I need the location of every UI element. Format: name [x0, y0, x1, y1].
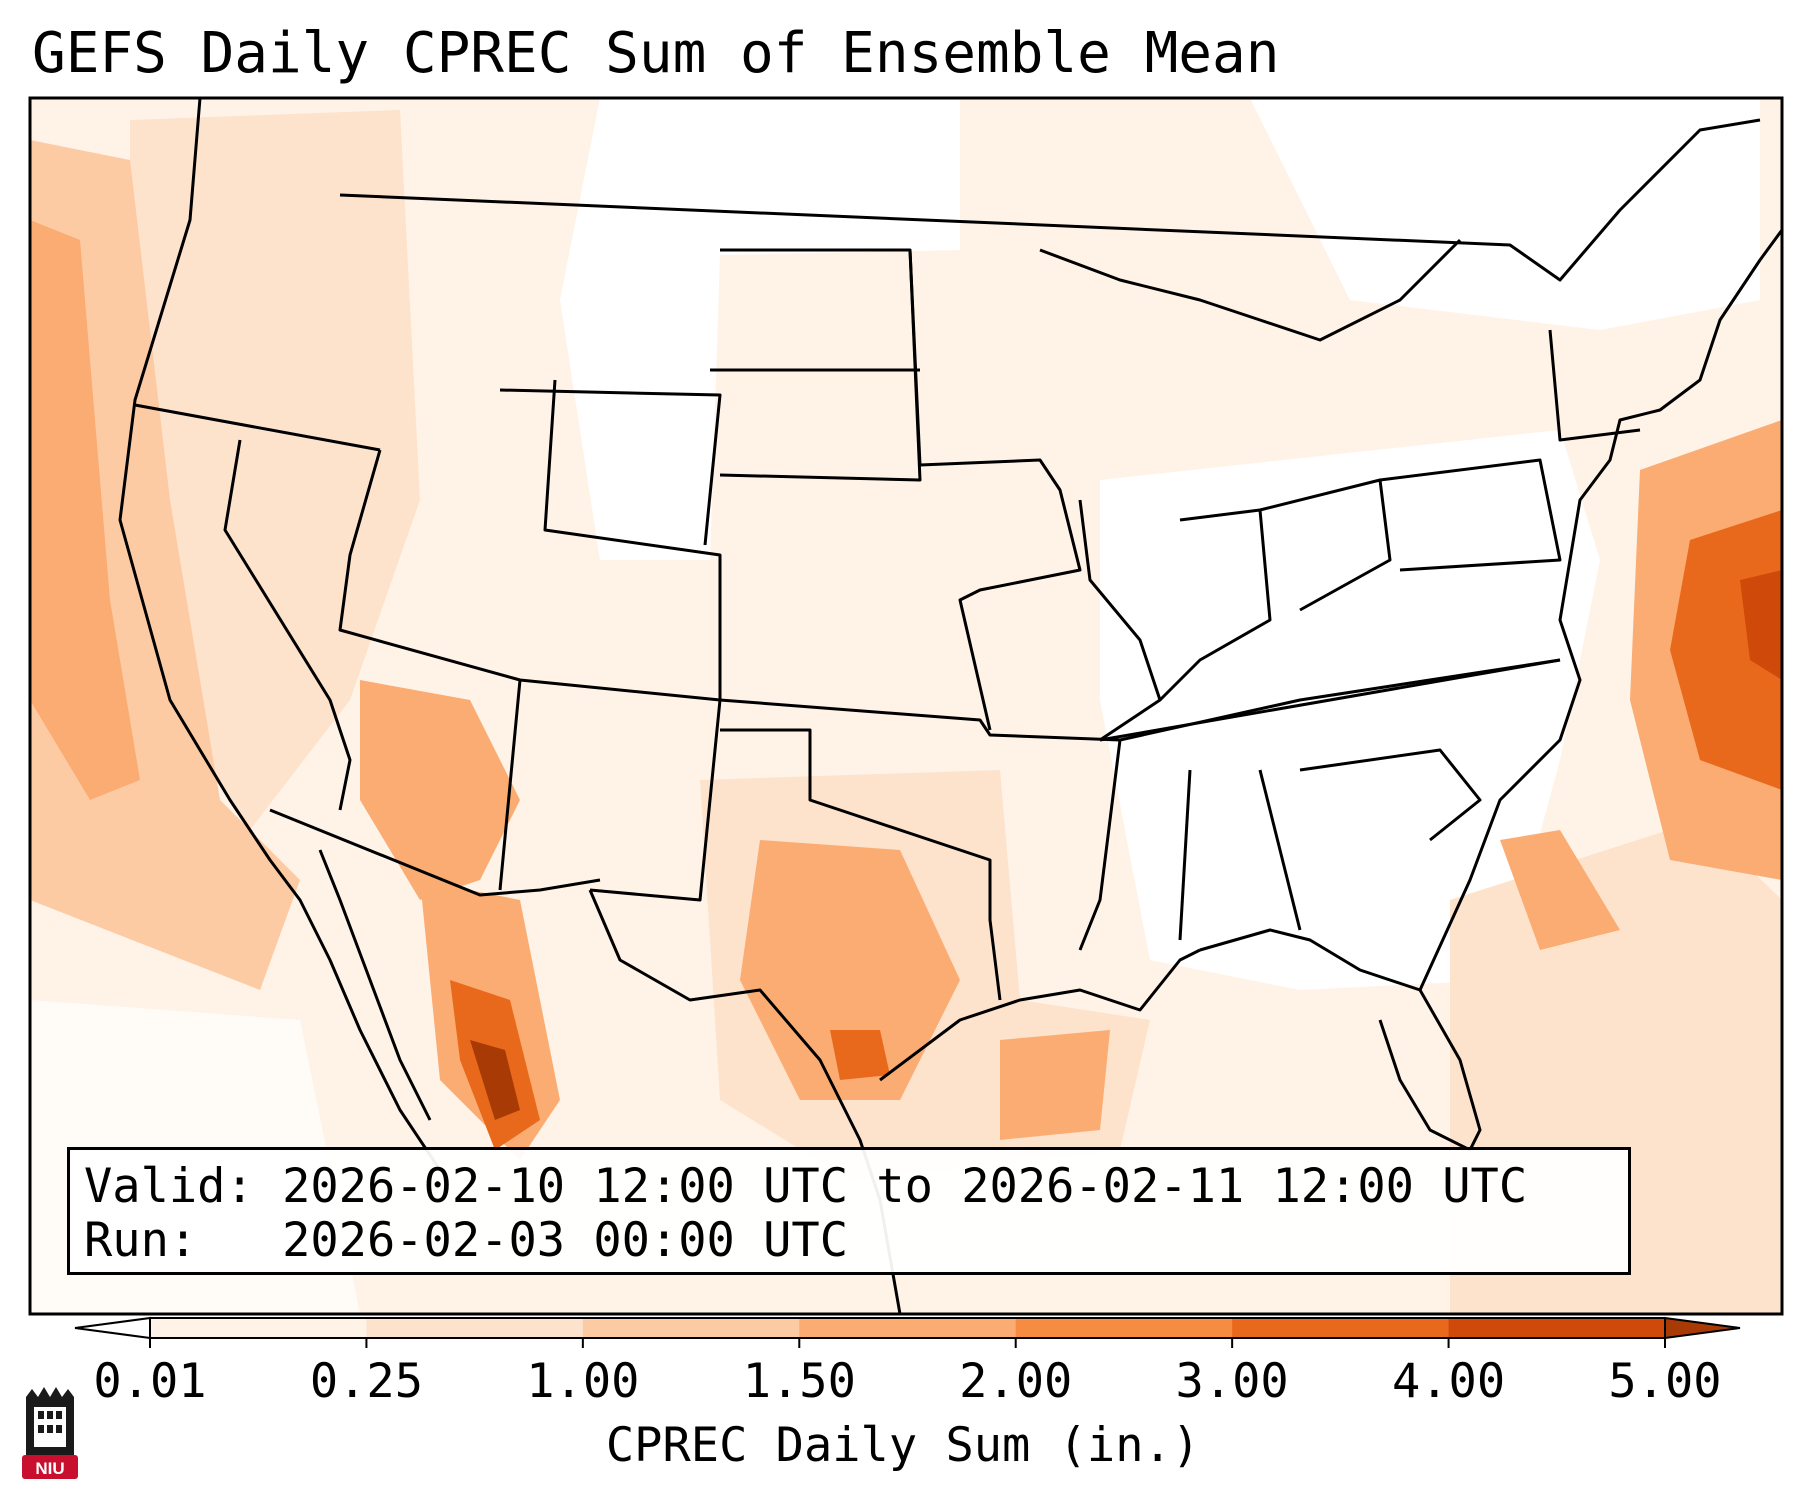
- valid-run-info-box: Valid: 2026-02-10 12:00 UTC to 2026-02-1…: [67, 1147, 1631, 1275]
- or-ca-border: [134, 403, 381, 452]
- colorbar-frame: [149, 1317, 1666, 1339]
- atlantic-coastline: [1418, 229, 1782, 991]
- logo-text: NIU: [35, 1459, 64, 1478]
- indiana-border: [1158, 508, 1272, 702]
- ca-nv-border: [223, 439, 352, 811]
- iowa-mo-borders: [908, 249, 1082, 731]
- tx-ok-borders: [720, 728, 1002, 1001]
- colorbar-tick-label: 4.00: [1391, 1354, 1506, 1409]
- colorbar-segment: [366, 1318, 584, 1338]
- pennsylvania-border: [1379, 458, 1562, 572]
- precip-texas-peak: [830, 1030, 890, 1080]
- precip-west-coast: [130, 110, 420, 830]
- colorbar-tick-label: 3.00: [1175, 1354, 1289, 1409]
- colorbar-tick-label: 1.50: [742, 1354, 856, 1409]
- colorbar-tick-label: 0.25: [309, 1354, 424, 1409]
- colorbar-under-arrow: [74, 1316, 151, 1340]
- dry-area-canada: [1250, 98, 1760, 330]
- baja-coastline: [318, 849, 432, 1121]
- colorbar: [74, 1316, 1741, 1348]
- precip-mexico-peak: [470, 1040, 520, 1120]
- valid-value: 2026-02-10 12:00 UTC to 2026-02-11 12:00…: [282, 1159, 1528, 1214]
- precip-arizona: [360, 680, 520, 900]
- georgia-border: [1258, 769, 1302, 931]
- alabama-border: [1178, 769, 1192, 941]
- colorbar-segment: [1232, 1318, 1450, 1338]
- great-lakes-border: [1039, 238, 1462, 342]
- colorbar-label: CPREC Daily Sum (in.): [605, 1418, 1201, 1473]
- precip-atlantic-south-core: [1500, 830, 1620, 950]
- pacific-coastline: [118, 98, 442, 1171]
- carolinas-border: [1299, 748, 1482, 842]
- colorbar-tick-label: 1.00: [526, 1354, 640, 1409]
- run-label: Run:: [84, 1213, 198, 1268]
- miss-border: [1078, 739, 1122, 951]
- dry-area-north-plains: [560, 98, 960, 560]
- valid-label: Valid:: [84, 1159, 254, 1214]
- colorbar-segment: [150, 1318, 367, 1338]
- colorbar-segment: [799, 1318, 1017, 1338]
- colorbar-segment: [1015, 1318, 1233, 1338]
- colorbar-tick-label: 2.00: [959, 1354, 1073, 1409]
- mexico-border: [269, 808, 601, 897]
- tn-nc-border: [1099, 658, 1561, 742]
- colorbar-segment: [1448, 1318, 1666, 1338]
- ohio-border: [1259, 478, 1392, 612]
- az-nm-border: [498, 679, 522, 891]
- wyoming-border: [499, 388, 722, 546]
- nm-tx-border: [589, 699, 722, 902]
- gulf-coastline: [879, 948, 1201, 1082]
- precip-gulf: [1000, 1030, 1110, 1140]
- dry-area-east: [1100, 430, 1600, 990]
- precip-texas-core: [740, 840, 960, 1100]
- map-frame: [28, 96, 1784, 1316]
- illinois-border: [1078, 499, 1162, 742]
- new-england-border: [1548, 329, 1641, 442]
- chart-title: GEFS Daily CPREC Sum of Ensemble Mean: [32, 21, 1280, 86]
- logo-badge: [22, 1455, 78, 1479]
- florida-coastline: [1199, 928, 1482, 1152]
- coastlines-borders: [118, 98, 1782, 1314]
- niu-logo-icon: NIU: [22, 1387, 78, 1479]
- precip-atlantic-peak: [1740, 570, 1782, 680]
- canada-border: [339, 118, 1761, 282]
- run-value: 2026-02-03 00:00 UTC: [282, 1213, 849, 1268]
- precip-pacific-core: [30, 220, 140, 800]
- utah-colorado-borders: [543, 379, 722, 700]
- colorbar-tick-label: 0.01: [93, 1354, 207, 1409]
- colorbar-tick-label: 5.00: [1608, 1354, 1722, 1409]
- colorbar-over-arrow: [1664, 1316, 1741, 1340]
- colorbar-segment: [582, 1318, 800, 1338]
